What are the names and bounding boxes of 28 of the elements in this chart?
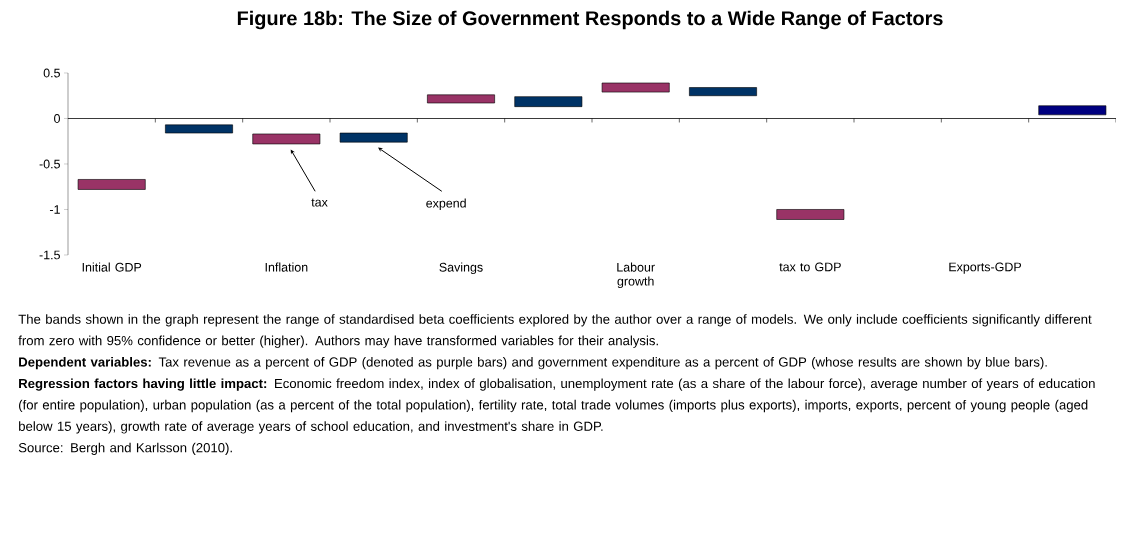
x-tick-label: Exports-GDP xyxy=(949,262,1022,274)
source-note: Source: Bergh and Karlsson (2010). xyxy=(18,442,232,455)
y-tick-label: -1.5 xyxy=(39,250,60,260)
bar xyxy=(776,209,845,220)
y-tick-label: 0 xyxy=(54,114,60,123)
bar xyxy=(601,82,670,93)
text: The bands shown in the graph represent the range of standardised beta coefficients explored by the author over a range of models. We only include coefficients significantly different from zero with 95% confidence or better (higher). Authors may have transformed variables for their analysis. xyxy=(18,314,1092,348)
x-tick-label: Savings xyxy=(439,262,483,275)
text: expend xyxy=(426,198,466,211)
bar xyxy=(252,133,321,145)
x-tick-label: Labour growth xyxy=(617,262,655,289)
text: Dependent variables: Tax revenue as a percent of GDP (denoted as purple bars) and government expenditure as a percent of GDP (whose results are shown by blue bars). xyxy=(19,357,1047,370)
x-tick-label: Inflation xyxy=(265,262,308,272)
y-tick-label: -0.5 xyxy=(39,159,60,169)
text: Regression factors having little impact: Economic freedom index, index of globalisation, unemployment rate (as a share of the labour force), average number of years of education (for entire population), urban population (as a percent of the total population), fertility rate, total trade volumes (imports plus exports), imports, exports, percent of young people (aged below 15 years), growth rate of average years of school education, and investment's share in GDP. xyxy=(19,378,1095,434)
bar xyxy=(339,132,408,143)
text: tax xyxy=(311,198,328,207)
y-tick-label: 0.5 xyxy=(43,68,60,78)
x-tick-label: Initial GDP xyxy=(82,262,142,272)
bar xyxy=(514,96,583,107)
bar xyxy=(427,94,495,104)
bar xyxy=(77,179,146,190)
bar xyxy=(165,124,233,134)
chart-title: Figure 18b: The Size of Government Responds to a Wide Range of Factors xyxy=(237,10,943,30)
x-tick-label: tax to GDP xyxy=(779,262,841,272)
bar xyxy=(1038,105,1107,116)
y-tick-label: -1 xyxy=(49,205,60,214)
bar xyxy=(689,87,757,97)
